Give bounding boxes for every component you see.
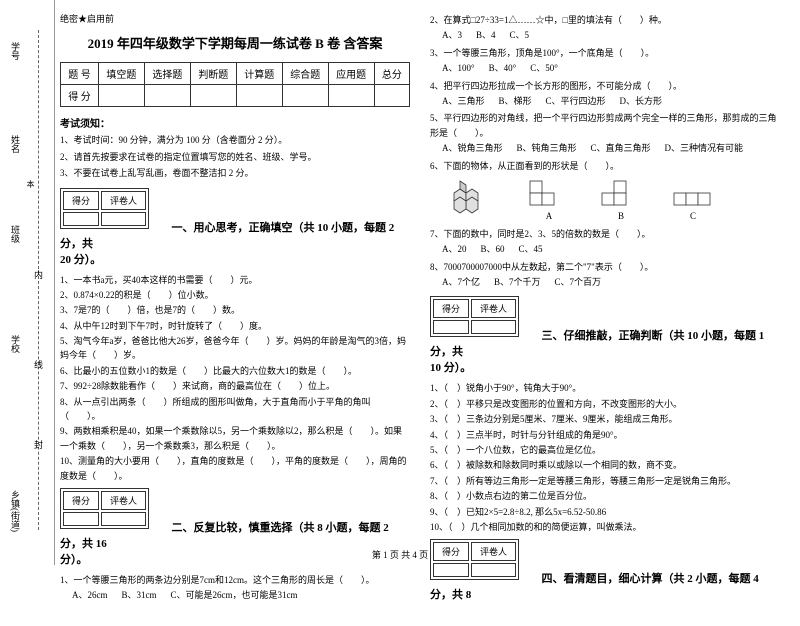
q: 10、（ ）几个相同加数的和的简便运算，叫做乘法。 [430, 520, 780, 534]
opts: A、三角形B、梯形C、平行四边形D、长方形 [442, 94, 780, 108]
opts: A、锐角三角形B、钝角三角形C、直角三角形D、三种情况有可能 [442, 141, 780, 155]
score-mini-box: 得分评卷人 [430, 296, 519, 337]
q: 1、（ ）锐角小于90°，钝角大于90°。 [430, 381, 780, 395]
table-row: 题 号 填空题 选择题 判断题 计算题 综合题 应用题 总分 [61, 63, 410, 85]
q: 8、（ ）小数点右边的第二位是百分位。 [430, 489, 780, 503]
sidebar-label-town: 乡镇(街道) [9, 490, 22, 532]
cube-option-c: C [672, 179, 714, 221]
q: 7、下面的数中，同时是2、3、5的倍数的数是（ ）。 [430, 227, 780, 241]
notice-item: 2、请首先按要求在试卷的指定位置填写您的姓名、班级、学号。 [60, 151, 410, 165]
q: 3、一个等腰三角形，顶角是100°，一个底角是（ ）。 [430, 46, 780, 60]
sidebar-label-name: 姓名 [9, 135, 22, 153]
q: 3、（ ）三条边分别是5厘米、7厘米、9厘米，能组成三角形。 [430, 412, 780, 426]
q: 8、从一点引出两条（ ）所组成的图形叫做角，大于直角而小于平角的角叫（ ）。 [60, 395, 410, 424]
q: 4、（ ）三点半时，时针与分针组成的角是90°。 [430, 428, 780, 442]
notice-item: 1、考试时间：90 分钟，满分为 100 分（含卷面分 2 分）。 [60, 134, 410, 148]
page-content: 绝密★启用前 2019 年四年级数学下学期每周一练试卷 B 卷 含答案 题 号 … [0, 0, 800, 626]
q: 5、（ ）一个八位数，它的最高位是亿位。 [430, 443, 780, 457]
sidebar-label-id: 学号 [9, 42, 22, 60]
opts: A、26cmB、31cmC、可能是26cm，也可能是31cm [72, 588, 410, 602]
left-column: 绝密★启用前 2019 年四年级数学下学期每周一练试卷 B 卷 含答案 题 号 … [60, 12, 410, 606]
q: 2、（ ）平移只是改变图形的位置和方向，不改变图形的大小。 [430, 397, 780, 411]
q: 2、在算式□27÷33=1△……☆中，□里的填法有（ ）种。 [430, 13, 780, 27]
page-footer: 第 1 页 共 4 页 [0, 548, 800, 561]
th: 判断题 [190, 63, 236, 85]
q: 10、测量角的大小要用（ ），直角的度数是（ ），平角的度数是（ ），周角的度数… [60, 454, 410, 483]
secret-label: 绝密★启用前 [60, 12, 410, 25]
right-column: 2、在算式□27÷33=1△……☆中，□里的填法有（ ）种。 A、3B、4C、5… [430, 12, 780, 606]
dashed-line [38, 30, 39, 530]
cube-option-b: B [600, 179, 642, 221]
q: 9、两数相乘积是40，如果一个乘数除以5，另一个乘数除以2，那么积是（ ）。如果… [60, 424, 410, 453]
th: 计算题 [236, 63, 282, 85]
th: 综合题 [282, 63, 328, 85]
cube-3d-icon [450, 179, 498, 221]
sidebar-label-class: 班级 [9, 225, 22, 243]
q: 9、（ ）已知2×5=2.8÷8.2, 那么5x=6.52-50.86 [430, 505, 780, 519]
q: 5、淘气今年a岁，爸爸比他大26岁，爸爸今年（ ）岁。妈妈的年龄是淘气的3倍，妈… [60, 334, 410, 363]
score-mini-box: 得分评卷人 [60, 188, 149, 229]
q: 4、从中午12时到下午7时，时针旋转了（ ）度。 [60, 319, 410, 333]
exam-title: 2019 年四年级数学下学期每周一练试卷 B 卷 含答案 [60, 33, 410, 52]
sidebar-mark-feng: 封 [32, 440, 45, 449]
notice-item: 3、不要在试卷上乱写乱画，卷面不整洁扣 2 分。 [60, 167, 410, 181]
section1-continue: 20 分）。 [60, 251, 410, 267]
td: 得 分 [61, 85, 99, 107]
sidebar-mark-ben: 本 [25, 180, 36, 188]
q: 1、一本书a元，买40本这样的书需要（ ）元。 [60, 273, 410, 287]
th: 选择题 [144, 63, 190, 85]
q: 1、一个等腰三角形的两条边分别是7cm和12cm。这个三角形的周长是（ ）。 [60, 573, 410, 587]
notice-heading: 考试须知： [60, 115, 410, 130]
th: 题 号 [61, 63, 99, 85]
opts: A、20B、60C、45 [442, 242, 780, 256]
q: 5、平行四边形的对角线，把一个平行四边形剪成两个完全一样的三角形，那剪成的三角形… [430, 111, 780, 140]
q: 6、（ ）被除数和除数同时乘以或除以一个相同的数，商不变。 [430, 458, 780, 472]
cube-diagrams: A B C [430, 179, 780, 221]
score-table: 题 号 填空题 选择题 判断题 计算题 综合题 应用题 总分 得 分 [60, 62, 410, 107]
th: 应用题 [328, 63, 374, 85]
sidebar-mark-nei: 内 [32, 270, 45, 279]
table-row: 得 分 [61, 85, 410, 107]
sidebar-label-school: 学校 [9, 335, 22, 353]
score-mini-box: 得分评卷人 [60, 488, 149, 529]
cube-option-a: A [528, 179, 570, 221]
q: 6、比最小的五位数小1的数是（ ）比最大的六位数大1的数是（ ）。 [60, 364, 410, 378]
q: 7、（ ）所有等边三角形一定是等腰三角形，等腰三角形一定是锐角三角形。 [430, 474, 780, 488]
q: 7、992÷28除数能看作（ ）来试商，商的最高位在（ ）位上。 [60, 379, 410, 393]
section3-continue: 10 分）。 [430, 359, 780, 375]
q: 2、0.874×0.22的积是（ ）位小数。 [60, 288, 410, 302]
q: 4、把平行四边形拉成一个长方形的图形，不可能分成（ ）。 [430, 79, 780, 93]
q: 3、7是7的（ ）倍，也是7的（ ）数。 [60, 303, 410, 317]
opts: A、3B、4C、5 [442, 28, 780, 42]
td-blank[interactable] [98, 85, 144, 107]
q: 6、下面的物体，从正面看到的形状是（ ）。 [430, 159, 780, 173]
q: 8、7000700007000中从左数起，第二个"7"表示（ ）。 [430, 260, 780, 274]
sidebar-mark-xian: 线 [32, 360, 45, 369]
opts: A、7个亿B、7个千万C、7个百万 [442, 275, 780, 289]
th: 总分 [374, 63, 409, 85]
binding-sidebar: 学号 姓名 班级 学校 乡镇(街道) 内 线 封 本 [0, 0, 55, 565]
opts: A、100°B、40°C、50° [442, 61, 780, 75]
th: 填空题 [98, 63, 144, 85]
